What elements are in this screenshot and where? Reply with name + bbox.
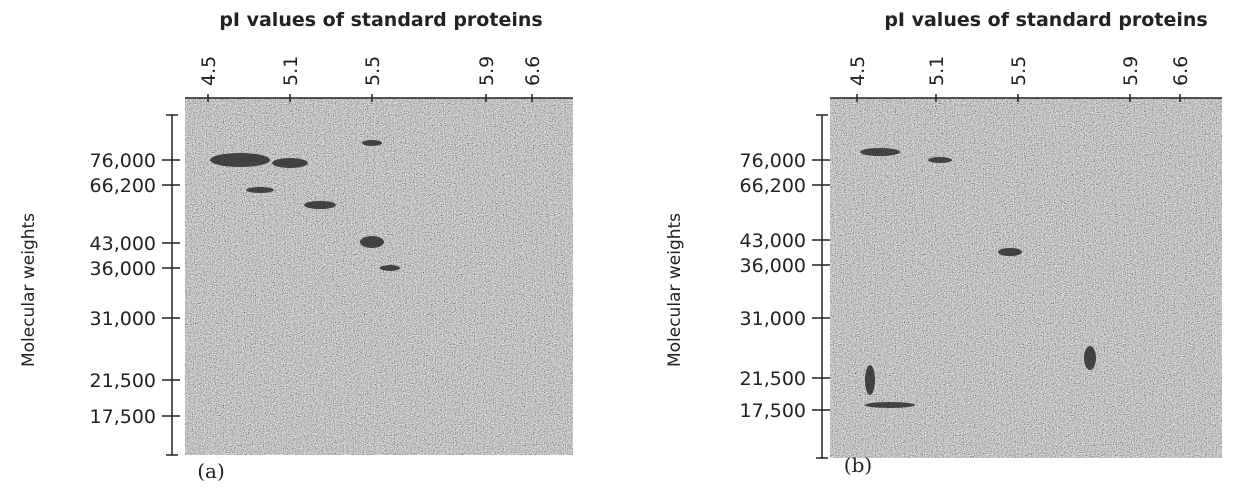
protein-spot <box>380 265 400 271</box>
y-tick-label: 66,200 <box>90 175 156 197</box>
y-tick-label: 17,500 <box>740 400 806 422</box>
y-axis-label: Molecular weights <box>19 213 39 367</box>
protein-spot <box>360 236 384 248</box>
panel: pI values of standard proteins 4.5 5.1 5.5 5… <box>19 9 573 483</box>
y-tick-label: 76,000 <box>740 150 806 172</box>
x-tick-label: 5.5 <box>1008 56 1030 86</box>
panel-title: pI values of standard proteins <box>219 9 542 31</box>
x-tick-label: 6.6 <box>1170 56 1192 86</box>
protein-spot <box>865 402 915 408</box>
gel-image <box>830 98 1222 458</box>
x-tick-label: 4.5 <box>847 56 869 86</box>
y-tick-label: 36,000 <box>740 255 806 277</box>
x-tick-label: 4.5 <box>198 56 220 86</box>
x-tick-label: 6.6 <box>522 56 544 86</box>
y-tick-label: 31,000 <box>740 308 806 330</box>
y-tick-label: 21,500 <box>90 370 156 392</box>
gel-image <box>185 98 573 455</box>
x-tick-label: 5.1 <box>926 56 948 86</box>
y-tick-label: 66,200 <box>740 175 806 197</box>
panel-label: (b) <box>844 453 872 477</box>
x-tick-label: 5.9 <box>476 56 498 86</box>
y-tick-label: 17,500 <box>90 406 156 428</box>
y-tick-label: 31,000 <box>90 308 156 330</box>
y-tick-label: 21,500 <box>740 368 806 390</box>
panel: pI values of standard proteins 4.5 5.1 5.5 5… <box>665 9 1222 477</box>
panel-label: (a) <box>197 459 225 483</box>
protein-spot <box>928 157 952 163</box>
x-tick-label: 5.9 <box>1120 56 1142 86</box>
protein-spot <box>860 148 900 156</box>
protein-spot <box>362 140 382 146</box>
protein-spot <box>210 153 270 167</box>
y-tick-label: 36,000 <box>90 258 156 280</box>
protein-spot <box>272 158 308 168</box>
protein-spot <box>865 365 875 395</box>
y-tick-label: 43,000 <box>90 233 156 255</box>
x-tick-label: 5.1 <box>280 56 302 86</box>
protein-spot <box>246 187 274 193</box>
y-axis-label: Molecular weights <box>665 213 685 367</box>
protein-spot <box>998 248 1022 256</box>
x-tick-label: 5.5 <box>362 56 384 86</box>
panel-title: pI values of standard proteins <box>884 9 1207 31</box>
protein-spot <box>1084 346 1096 370</box>
y-tick-label: 76,000 <box>90 150 156 172</box>
protein-spot <box>304 201 336 209</box>
y-tick-label: 43,000 <box>740 230 806 252</box>
